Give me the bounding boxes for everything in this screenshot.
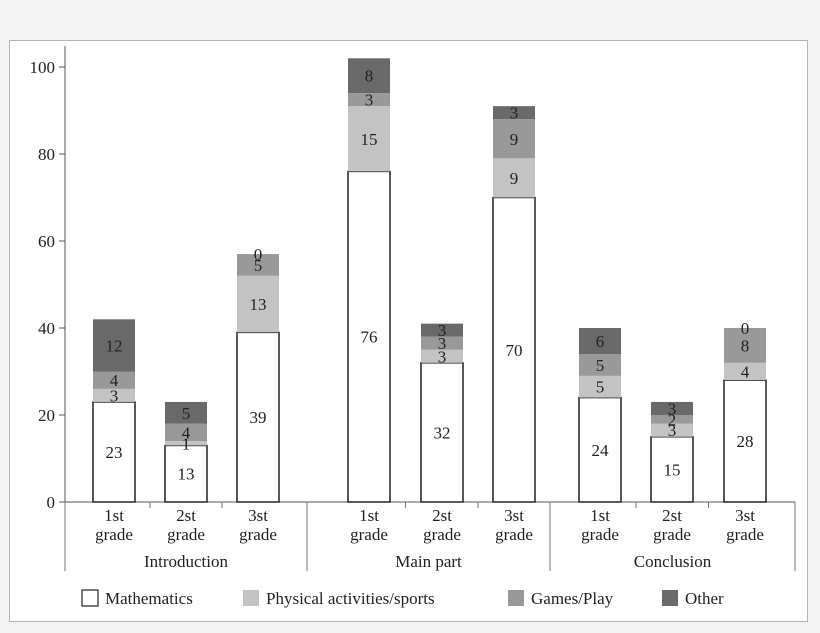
data-label: 8 bbox=[365, 67, 374, 86]
bar-segment bbox=[724, 328, 766, 363]
chart-frame: 0 20 40 60 80 100 23 3 4 12 13 1 4 5 39 13 5 0 76 15 3 8 32 3 3… bbox=[9, 40, 808, 622]
bar-segment bbox=[651, 415, 693, 424]
data-label: 5 bbox=[182, 404, 191, 423]
legend-label: Physical activities/sports bbox=[266, 589, 435, 608]
group-label: Introduction bbox=[144, 552, 229, 571]
category-label: 1st grade bbox=[581, 506, 619, 544]
data-label: 3 bbox=[438, 347, 447, 366]
bar-segment bbox=[92, 401, 136, 503]
category-label: 3st grade bbox=[495, 506, 533, 544]
bar-segment bbox=[237, 275, 279, 333]
bar-segment bbox=[93, 371, 135, 389]
bar-segment bbox=[421, 336, 463, 350]
bar-segment bbox=[421, 349, 463, 363]
bars bbox=[92, 58, 767, 503]
data-label: 12 bbox=[106, 336, 123, 355]
data-label: 28 bbox=[737, 432, 754, 451]
data-label: 15 bbox=[664, 460, 681, 479]
y-tick-label: 100 bbox=[30, 58, 56, 77]
bar-segment bbox=[651, 423, 693, 437]
bar-segment bbox=[165, 401, 207, 424]
data-label: 13 bbox=[178, 465, 195, 484]
legend-swatch bbox=[662, 590, 678, 606]
bar-segment bbox=[493, 119, 535, 159]
data-label: 3 bbox=[365, 91, 374, 110]
bar-segment bbox=[492, 196, 536, 503]
data-label: 2 bbox=[668, 410, 677, 429]
data-label: 3 bbox=[438, 321, 447, 340]
bar-segment bbox=[93, 319, 135, 372]
data-label: 23 bbox=[106, 443, 123, 462]
category-label: 1st grade bbox=[95, 506, 133, 544]
bar-segment bbox=[579, 375, 621, 398]
bar-segment bbox=[348, 58, 390, 94]
legend-label: Games/Play bbox=[531, 589, 614, 608]
data-label: 4 bbox=[741, 363, 750, 382]
y-tick-label: 60 bbox=[38, 232, 55, 251]
data-label: 1 bbox=[182, 434, 191, 453]
legend-swatch bbox=[81, 589, 99, 607]
category-label: 2st grade bbox=[167, 506, 205, 544]
y-tick-label: 0 bbox=[47, 493, 56, 512]
category-label: 3st grade bbox=[239, 506, 277, 544]
bar-segment bbox=[164, 444, 208, 503]
data-label: 5 bbox=[596, 356, 605, 375]
legend-label: Mathematics bbox=[105, 589, 193, 608]
bar-segment bbox=[165, 441, 207, 446]
data-label: 5 bbox=[596, 378, 605, 397]
data-label: 3 bbox=[668, 421, 677, 440]
category-label: 2st grade bbox=[423, 506, 461, 544]
y-tick-label: 20 bbox=[38, 406, 55, 425]
data-label: 76 bbox=[361, 328, 378, 347]
bar-segment bbox=[236, 331, 280, 503]
data-label: 24 bbox=[592, 441, 610, 460]
legend-label: Other bbox=[685, 589, 724, 608]
data-label: 3 bbox=[110, 386, 119, 405]
data-label: 4 bbox=[110, 371, 119, 390]
category-label: 2st grade bbox=[653, 506, 691, 544]
data-label: 3 bbox=[510, 104, 519, 123]
bar-segment bbox=[493, 158, 535, 198]
data-label: 8 bbox=[741, 336, 750, 355]
data-label: 3 bbox=[668, 399, 677, 418]
bar-segment bbox=[348, 93, 390, 107]
data-label: 15 bbox=[361, 130, 378, 149]
data-label: 32 bbox=[434, 423, 451, 442]
bar-segment bbox=[578, 396, 622, 503]
legend-swatch bbox=[243, 590, 259, 606]
legend: Mathematics Physical activities/sports Gam… bbox=[81, 589, 724, 608]
category-label: 3st grade bbox=[726, 506, 764, 544]
bar-segment bbox=[237, 254, 279, 276]
bar-segment bbox=[348, 106, 390, 172]
data-label: 6 bbox=[596, 332, 605, 351]
data-label: 3 bbox=[438, 334, 447, 353]
data-label: 39 bbox=[250, 408, 267, 427]
bar-segment bbox=[493, 106, 535, 120]
data-label: 70 bbox=[506, 341, 523, 360]
data-label: 13 bbox=[250, 295, 267, 314]
y-tick-label: 80 bbox=[38, 145, 55, 164]
bar-segment bbox=[165, 423, 207, 442]
data-label: 4 bbox=[182, 423, 191, 442]
category-label: 1st grade bbox=[350, 506, 388, 544]
bar-segment bbox=[651, 401, 693, 415]
bar-segment bbox=[724, 362, 766, 381]
data-label: 5 bbox=[254, 256, 263, 275]
data-label: 0 bbox=[254, 245, 263, 264]
bar-segment bbox=[723, 379, 767, 503]
bar-segment bbox=[421, 323, 463, 337]
group-label: Main part bbox=[395, 552, 462, 571]
legend-swatch bbox=[508, 590, 524, 606]
y-tick-label: 40 bbox=[38, 319, 55, 338]
bar-segment bbox=[579, 354, 621, 376]
data-label: 9 bbox=[510, 130, 519, 149]
group-label: Conclusion bbox=[634, 552, 712, 571]
data-label: 0 bbox=[741, 319, 750, 338]
bar-segment bbox=[347, 170, 391, 503]
data-label: 9 bbox=[510, 169, 519, 188]
bar-segment bbox=[93, 388, 135, 402]
bar-segment bbox=[579, 328, 621, 355]
